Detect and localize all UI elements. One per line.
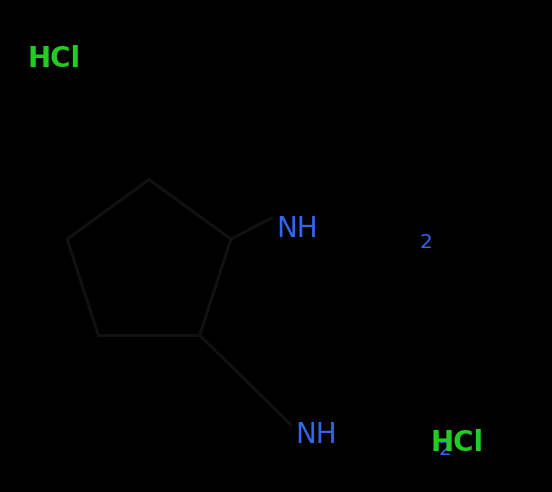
Text: 2: 2 [420,233,432,252]
Text: NH: NH [295,422,337,449]
Text: HCl: HCl [431,429,484,457]
Text: 2: 2 [439,440,452,459]
Text: HCl: HCl [28,45,81,73]
Text: NH: NH [276,215,317,243]
